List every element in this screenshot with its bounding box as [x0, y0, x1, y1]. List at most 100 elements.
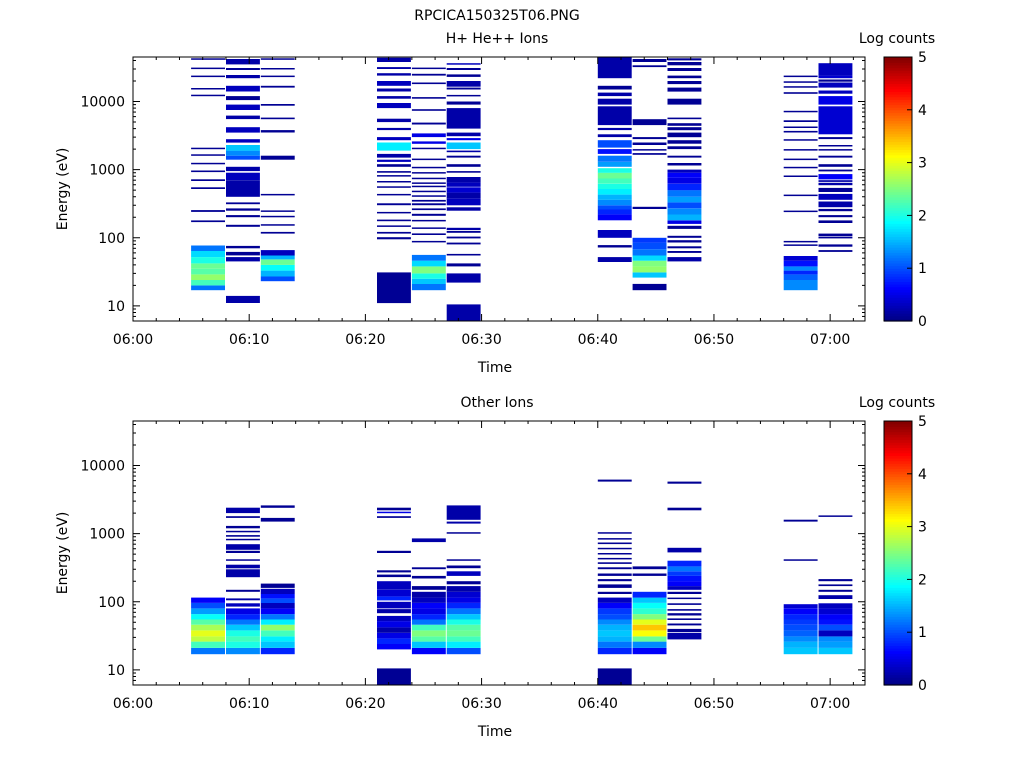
heatmap-cell: [818, 145, 853, 147]
heatmap-cell: [377, 81, 411, 86]
colorbar-segment: [884, 658, 912, 662]
heatmap-cell: [783, 608, 818, 615]
colorbar-segment: [884, 439, 912, 443]
colorbar-segment: [884, 484, 912, 488]
heatmap-cell: [783, 619, 818, 625]
heatmap-cell: [783, 130, 818, 133]
colorbar-segment: [884, 236, 912, 240]
heatmap-cell: [818, 250, 853, 252]
heatmap-cell: [597, 214, 632, 221]
heatmap-cell: [667, 68, 702, 71]
heatmap-cell: [377, 237, 411, 240]
heatmap-cell: [377, 137, 411, 141]
heatmap-cell: [818, 595, 853, 599]
heatmap-cell: [226, 569, 260, 578]
x-tick-label: 06:30: [461, 696, 501, 712]
colorbar-segment: [884, 86, 912, 90]
colorbar-segment: [884, 663, 912, 668]
heatmap-cell: [260, 517, 295, 522]
heatmap-cell: [191, 94, 225, 97]
heatmap-cell: [597, 532, 632, 534]
heatmap-cell: [446, 81, 481, 87]
heatmap-cell: [377, 96, 411, 99]
heatmap-cell: [632, 624, 667, 631]
heatmap-cell: [377, 142, 411, 151]
heatmap-cell: [260, 231, 295, 234]
colorbar-segment: [884, 457, 912, 462]
colorbar-segment: [884, 162, 912, 166]
colorbar-segment: [884, 273, 912, 277]
y-tick-label: 10: [107, 299, 125, 315]
heatmap-cell: [191, 614, 225, 620]
colorbar-segment: [884, 558, 912, 562]
colorbar-segment: [884, 592, 912, 596]
colorbar: 0 1 2 3 4 5: [883, 50, 927, 330]
heatmap-cell: [818, 236, 853, 239]
heatmap-cell: [411, 608, 446, 615]
heatmap-cell: [783, 624, 818, 631]
heatmap-cell: [446, 155, 481, 158]
heatmap-cell: [411, 213, 446, 216]
heatmap-cell: [260, 215, 295, 218]
heatmap-cell: [667, 190, 702, 197]
colorbar-frame: [883, 420, 913, 686]
heatmap-cell: [411, 266, 446, 274]
heatmap-cell: [597, 553, 632, 555]
colorbar-segment: [884, 682, 912, 686]
heatmap-cell: [226, 624, 260, 631]
heatmap-cell: [260, 193, 295, 196]
heatmap-cell: [411, 273, 446, 279]
colorbar-segment: [884, 262, 912, 267]
heatmap-cell: [597, 189, 632, 195]
heatmap-cell: [818, 584, 853, 587]
colorbar-segment: [884, 537, 912, 541]
heatmap-cell: [446, 304, 481, 321]
heatmap-cell: [667, 208, 702, 215]
colorbar-segment: [884, 75, 912, 79]
colorbar-segment: [884, 220, 912, 224]
colorbar-segment: [884, 634, 912, 639]
colorbar-segment: [884, 473, 912, 478]
colorbar-segment: [884, 521, 912, 525]
colorbar-segment: [884, 502, 912, 507]
colorbar-segment: [884, 582, 912, 586]
heatmap-cell: [446, 187, 481, 193]
heatmap-cell: [667, 172, 702, 178]
heatmap-cell: [411, 177, 446, 180]
heatmap-cell: [377, 644, 411, 650]
heatmap-cell: [783, 240, 818, 243]
heatmap-cell: [783, 92, 818, 94]
heatmap-cell: [783, 266, 818, 271]
x-tick-label: 06:40: [578, 332, 618, 348]
colorbar-segment: [884, 146, 912, 150]
heatmap-cell: [446, 142, 481, 150]
heatmap-cell: [377, 103, 411, 109]
heatmap-cell: [446, 74, 481, 77]
heatmap-cell: [226, 589, 260, 592]
heatmap-cell: [597, 479, 632, 482]
heatmap-cell: [226, 215, 260, 218]
heatmap-cell: [191, 154, 225, 156]
colorbar-segment: [884, 130, 912, 135]
x-tick-label: 06:00: [113, 332, 153, 348]
colorbar-segment: [884, 487, 912, 491]
heatmap-cell: [226, 544, 260, 550]
colorbar-segment: [884, 173, 912, 177]
colorbar-segment: [884, 450, 912, 454]
heatmap-cell: [411, 109, 446, 111]
colorbar-segment: [884, 452, 912, 456]
colorbar-segment: [884, 249, 912, 253]
heatmap-cell: [597, 92, 632, 97]
heatmap-cell: [260, 85, 295, 88]
heatmap-cell: [667, 202, 702, 209]
heatmap-cell: [446, 164, 481, 167]
heatmap-cell: [818, 624, 853, 631]
colorbar-segment: [884, 518, 912, 522]
heatmap-cell: [632, 573, 667, 576]
heatmap-cell: [632, 603, 667, 609]
colorbar-segment: [884, 104, 912, 108]
heatmap-cell: [260, 58, 295, 60]
colorbar-segment: [884, 231, 912, 235]
heatmap-cell: [632, 137, 667, 140]
heatmap-cell: [260, 276, 295, 282]
